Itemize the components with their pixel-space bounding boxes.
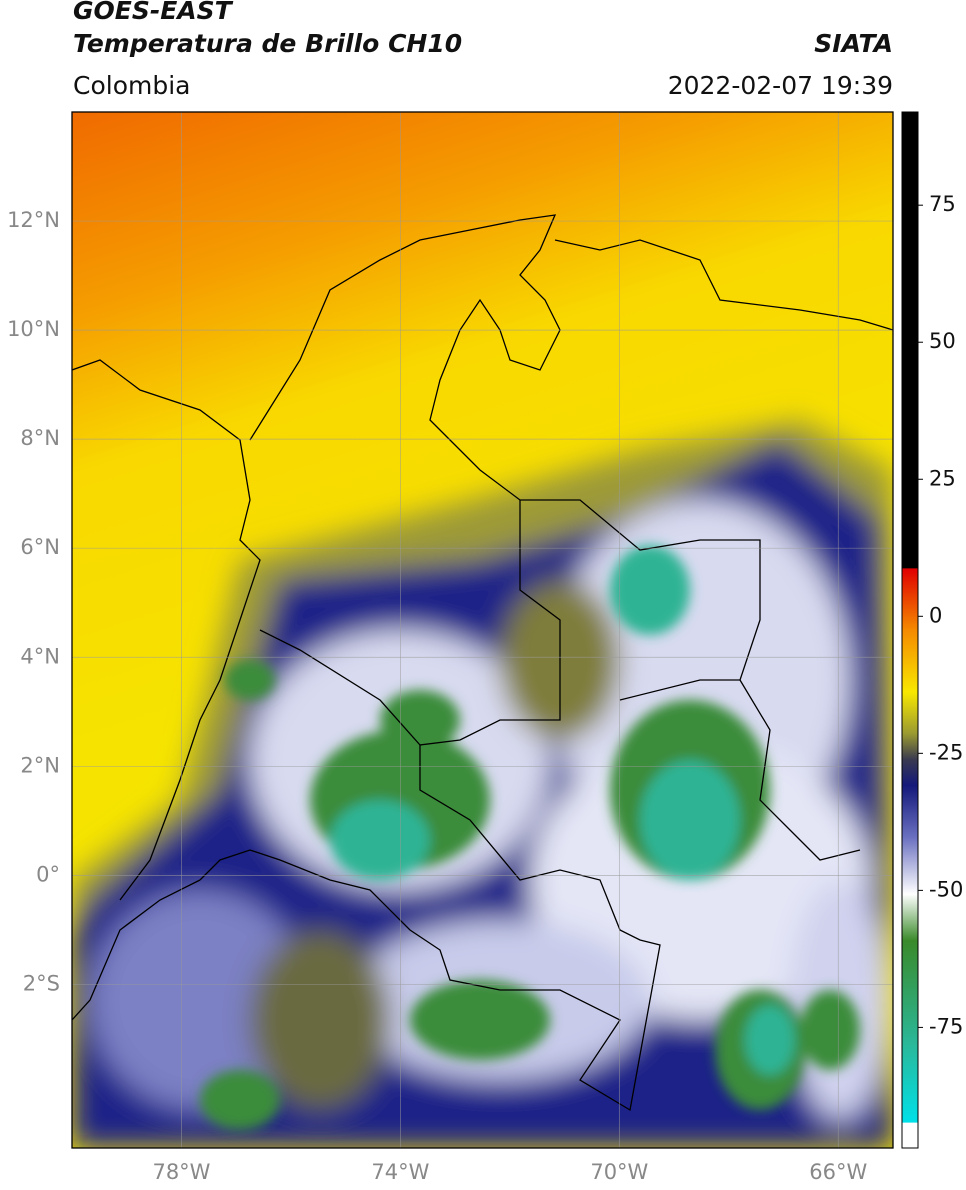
y-tick-label: 2°S (23, 971, 60, 995)
region: Colombia (73, 71, 190, 100)
graticule (72, 112, 893, 1148)
x-tick-label: 78°W (152, 1160, 210, 1184)
x-tick-label: 70°W (590, 1160, 648, 1184)
colorbar-tick-label: -25 (929, 740, 963, 764)
colorbar-tick-label: 25 (929, 466, 956, 490)
y-tick-label: 2°N (20, 753, 60, 777)
colorbar-tick-label: 75 (929, 192, 956, 216)
y-tick-label: 6°N (20, 535, 60, 559)
y-tick-label: 8°N (20, 426, 60, 450)
satellite-image (72, 112, 893, 1148)
y-tick-label: 12°N (7, 208, 60, 232)
x-tick-label: 74°W (371, 1160, 429, 1184)
y-tick-label: 10°N (7, 317, 60, 341)
timestamp: 2022-02-07 19:39 (668, 71, 893, 100)
y-tick-label: 0° (36, 862, 60, 886)
map-frame (71, 111, 894, 1149)
y-tick-label: 4°N (20, 644, 60, 668)
colorbar (901, 111, 919, 1149)
colorbar-tick-label: -50 (929, 877, 963, 901)
colorbar-tick-label: 50 (929, 329, 956, 353)
subtitle: Temperatura de Brillo CH10 (73, 29, 462, 58)
source: SIATA (814, 29, 893, 58)
colorbar-tick-label: -75 (929, 1014, 963, 1038)
colorbar-tick-label: 0 (929, 603, 942, 627)
x-tick-label: 66°W (809, 1160, 867, 1184)
title: GOES-EAST (73, 0, 234, 25)
